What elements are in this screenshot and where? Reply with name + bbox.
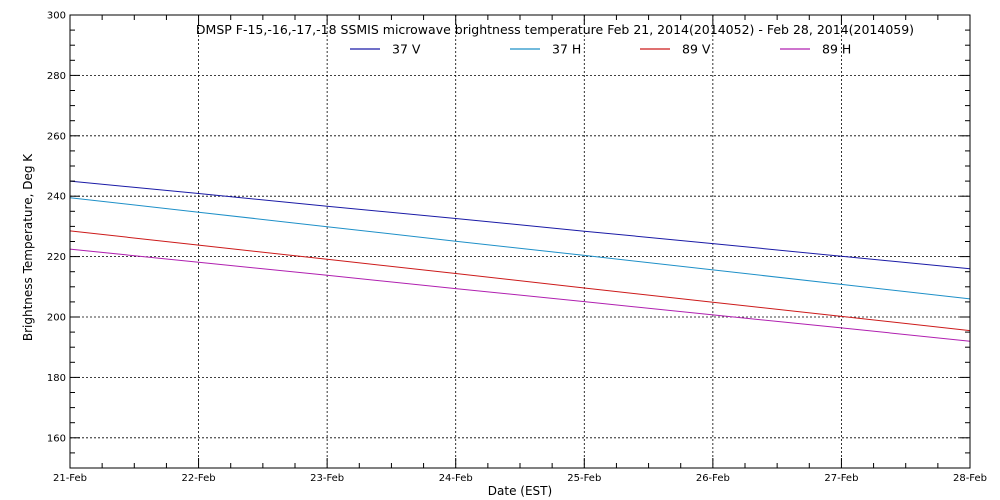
x-tick-label: 23-Feb <box>310 473 344 484</box>
series-line-37-v <box>69 180 971 270</box>
legend-label: 89 V <box>682 42 711 57</box>
y-tick-label: 260 <box>47 131 66 142</box>
x-axis-title: Date (EST) <box>488 484 552 498</box>
series-line-89-v <box>69 230 971 332</box>
axis-ticks: 21-Feb 22-Feb 23-Feb 24-Feb 25-Feb 26-Feb 27-F… <box>47 11 987 485</box>
legend-label: 37 H <box>552 42 581 57</box>
x-tick-label: 25-Feb <box>567 473 601 484</box>
legend-label: 37 V <box>392 42 421 57</box>
y-tick-label: 200 <box>47 313 66 324</box>
x-tick-label: 22-Feb <box>182 473 216 484</box>
series-line-37-h <box>69 197 971 300</box>
y-tick-label: 220 <box>47 252 66 263</box>
x-tick-label: 21-Feb <box>53 473 87 484</box>
x-tick-label: 26-Feb <box>696 473 730 484</box>
legend-label: 89 H <box>822 42 851 57</box>
y-axis-title: Brightness Temperature, Deg K <box>21 153 35 341</box>
grid-lines <box>70 15 970 468</box>
chart-title: DMSP F-15,-16,-17,-18 SSMIS microwave br… <box>196 22 914 37</box>
y-tick-label: 300 <box>47 11 66 22</box>
legend: 37 V 37 H 89 V 89 H <box>350 42 851 57</box>
plot-frame <box>69 14 971 469</box>
y-tick-label: 280 <box>47 71 66 82</box>
series-line-89-h <box>69 248 971 342</box>
x-tick-label: 24-Feb <box>439 473 473 484</box>
series-lines <box>69 180 971 342</box>
y-tick-label: 180 <box>47 373 66 384</box>
x-tick-label: 27-Feb <box>824 473 858 484</box>
y-tick-label: 160 <box>47 433 66 444</box>
y-tick-label: 240 <box>47 192 66 203</box>
x-tick-label: 28-Feb <box>953 473 987 484</box>
